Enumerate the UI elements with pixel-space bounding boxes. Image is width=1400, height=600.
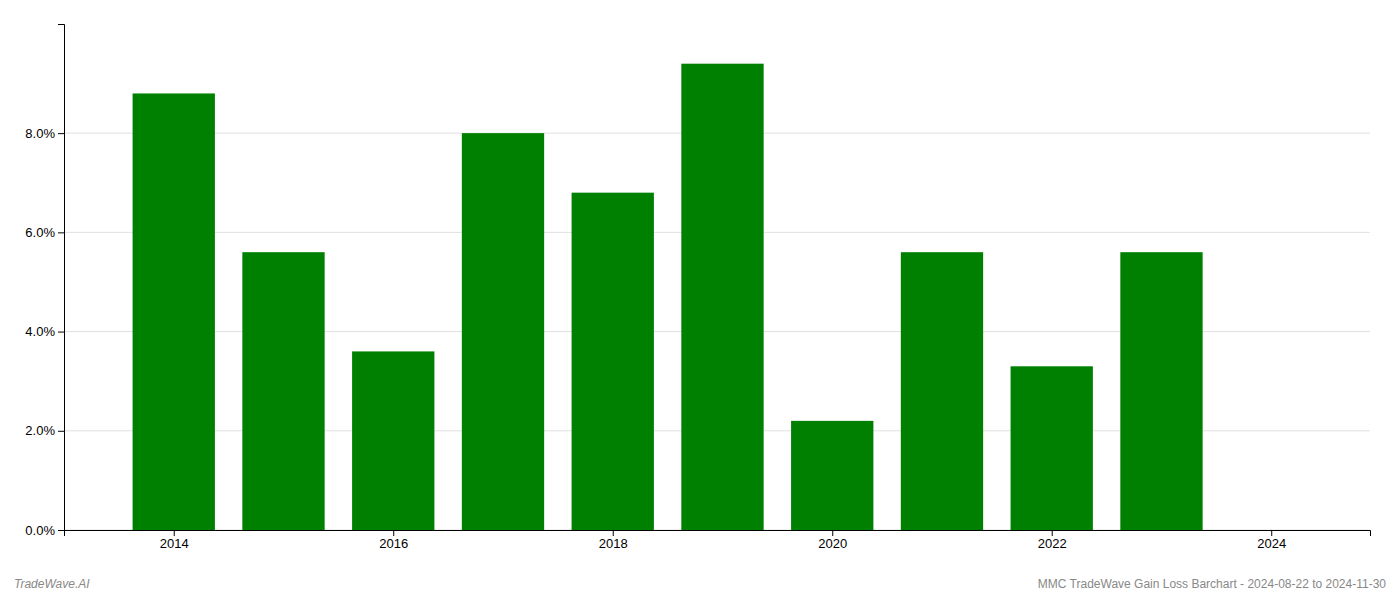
y-axis-line (58, 25, 65, 531)
x-tick-mark (832, 530, 833, 536)
y-tick-mark (58, 232, 64, 233)
y-tick: 8.0% (25, 126, 64, 141)
bar (1120, 252, 1202, 530)
y-tick: 4.0% (25, 324, 64, 339)
bar (133, 93, 215, 530)
x-tick-label: 2018 (599, 536, 628, 551)
y-tick-mark (58, 530, 64, 531)
bar (1011, 366, 1093, 530)
x-tick-mark (1271, 530, 1272, 536)
x-tick-label: 2024 (1257, 536, 1286, 551)
footer-right: MMC TradeWave Gain Loss Barchart - 2024-… (1038, 577, 1386, 591)
x-axis: 2014 2016 2018 2020 2022 2024 (65, 530, 1371, 551)
x-tick: 2018 (599, 530, 628, 551)
bar (681, 64, 763, 530)
y-tick-label: 2.0% (25, 423, 55, 438)
bar (901, 252, 983, 530)
x-axis-line (65, 531, 1371, 537)
y-tick-label: 4.0% (25, 324, 55, 339)
y-tick-label: 6.0% (25, 225, 55, 240)
x-tick: 2016 (379, 530, 408, 551)
x-tick-mark (174, 530, 175, 536)
bars (133, 64, 1203, 530)
x-tick-mark (1052, 530, 1053, 536)
bar (791, 421, 873, 530)
y-tick-mark (58, 133, 64, 134)
x-tick: 2020 (818, 530, 847, 551)
y-tick-label: 0.0% (25, 523, 55, 538)
y-tick-mark (58, 431, 64, 432)
x-tick-label: 2022 (1038, 536, 1067, 551)
y-tick-mark (58, 332, 64, 333)
footer-left: TradeWave.AI (14, 577, 90, 591)
footer: TradeWave.AI MMC TradeWave Gain Loss Barc… (14, 577, 1386, 591)
x-tick-label: 2016 (379, 536, 408, 551)
y-tick-label: 8.0% (25, 126, 55, 141)
y-tick: 0.0% (25, 523, 64, 538)
y-axis: 0.0% 2.0% 4.0% 6.0% 8.0% (25, 25, 64, 538)
bar (572, 193, 654, 530)
x-tick: 2014 (160, 530, 189, 551)
chart: 2014 2016 2018 2020 2022 2024 0.0% 2.0% 4.0% 6.0%… (0, 0, 1400, 600)
bar (462, 133, 544, 530)
x-tick-mark (613, 530, 614, 536)
x-tick-label: 2020 (818, 536, 847, 551)
x-tick-label: 2014 (160, 536, 189, 551)
x-tick-mark (393, 530, 394, 536)
plot: 2014 2016 2018 2020 2022 2024 0.0% 2.0% 4.0% 6.0%… (25, 25, 1370, 552)
y-tick: 2.0% (25, 423, 64, 438)
bar (242, 252, 324, 530)
x-tick: 2022 (1038, 530, 1067, 551)
bar (352, 351, 434, 530)
x-tick: 2024 (1257, 530, 1286, 551)
y-tick: 6.0% (25, 225, 64, 240)
